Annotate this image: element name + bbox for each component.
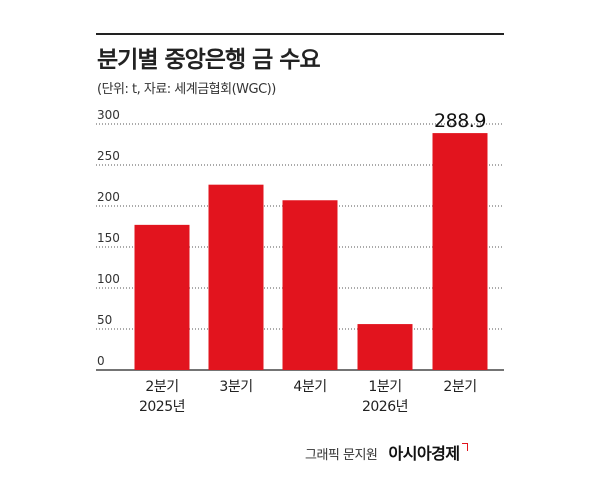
logo-mark-icon (461, 443, 468, 451)
publisher-logo: 아시아경제 (388, 444, 461, 463)
chart-title: 분기별 중앙은행 금 수요 (97, 47, 321, 73)
bar (134, 224, 190, 370)
data-label: 288.9 (434, 110, 486, 132)
y-tick-label: 0 (97, 354, 105, 368)
chart-subtitle: (단위: t, 자료: 세계금협회(WGC)) (97, 82, 276, 97)
bar (357, 324, 413, 370)
top-rule (96, 33, 504, 35)
x-tick-label: 2분기 (443, 379, 476, 395)
y-tick-label: 300 (97, 108, 120, 122)
y-tick-label: 150 (97, 231, 120, 245)
x-tick-label: 2025년 (139, 399, 185, 415)
y-tick-label: 200 (97, 190, 120, 204)
bar (282, 200, 338, 370)
y-tick-label: 50 (97, 313, 112, 327)
x-tick-label: 2026년 (362, 399, 408, 415)
footer: 그래픽 문지원 아시아경제 (305, 440, 468, 464)
bar (208, 184, 264, 370)
y-tick-label: 100 (97, 272, 120, 286)
bar (432, 133, 488, 370)
graphic-credit: 그래픽 문지원 (305, 448, 378, 463)
x-tick-label: 3분기 (219, 379, 252, 395)
x-tick-label: 2분기 (145, 379, 178, 395)
x-tick-label: 4분기 (293, 379, 326, 395)
x-tick-label: 1분기 (368, 379, 401, 395)
y-tick-label: 250 (97, 149, 120, 163)
